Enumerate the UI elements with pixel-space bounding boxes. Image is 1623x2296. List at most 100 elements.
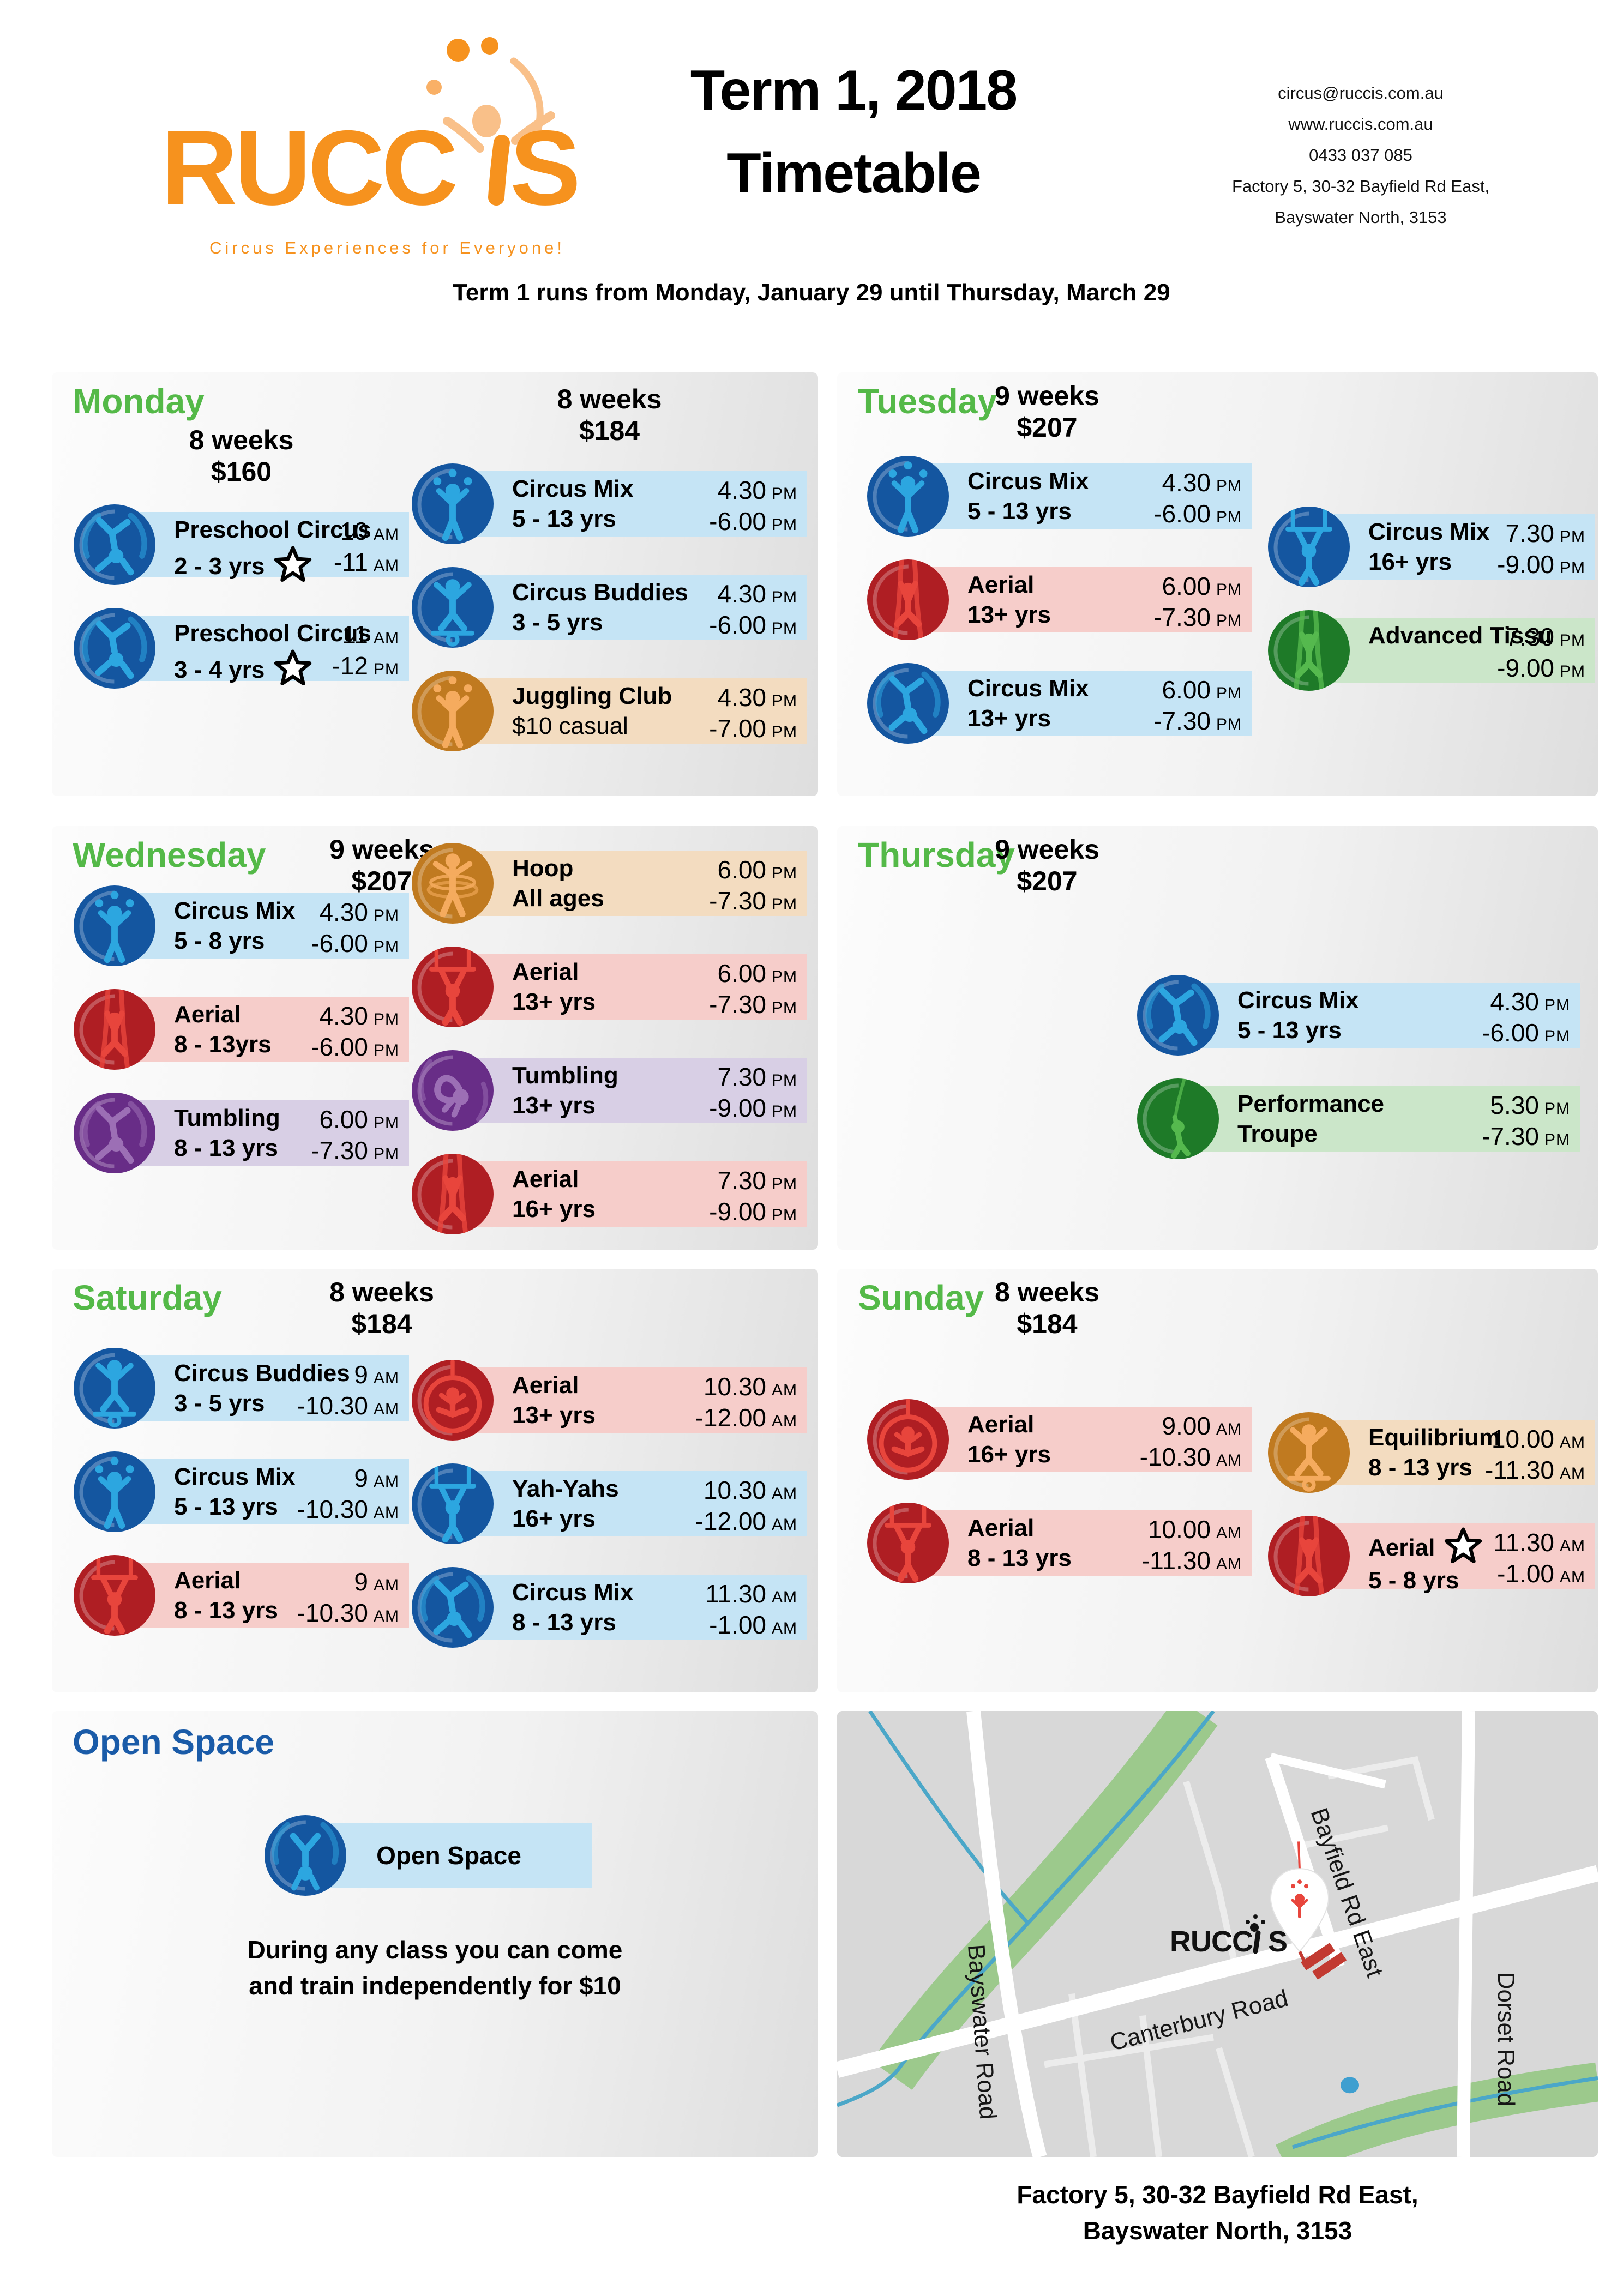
star-icon <box>273 648 312 688</box>
class-bar <box>453 1471 807 1536</box>
class-row: Circus Mix 5 - 13 yrs 4.30 PM -6.00 PM <box>412 463 807 545</box>
class-subtitle: Troupe <box>1237 1120 1318 1147</box>
class-title-line: Aerial <box>174 1565 278 1595</box>
time: -7.30 PM <box>1482 1122 1570 1150</box>
class-times: 9 AM -10.30 AM <box>297 1465 399 1527</box>
class-row: Hoop All ages 6.00 PM -7.30 PM <box>412 842 807 924</box>
time: 4.30 PM <box>319 1002 399 1030</box>
trapeze-icon <box>867 1503 949 1583</box>
class-title-line: Equilibrium <box>1368 1423 1500 1453</box>
class-bar <box>115 1100 409 1166</box>
class-subtitle-line: 8 - 13 yrs <box>174 1595 278 1625</box>
star-icon <box>273 545 312 584</box>
class-title: Aerial <box>512 1372 579 1399</box>
time: -10.30 AM <box>297 1495 399 1523</box>
class-subtitle-line: 3 - 5 yrs <box>512 607 688 637</box>
class-subtitle-line: 16+ yrs <box>1368 547 1490 577</box>
road-label-dorset: Dorset Road <box>1493 1972 1519 2106</box>
class-title-line: Yah-Yahs <box>512 1474 619 1504</box>
class-subtitle: 5 - 13 yrs <box>1237 1017 1342 1044</box>
class-title-line: Preschool Circus <box>174 515 371 545</box>
time: -6.00 PM <box>709 507 797 535</box>
class-bar <box>909 463 1252 529</box>
time: 6.00 PM <box>717 959 797 987</box>
class-row: Circus Buddies 3 - 5 yrs 4.30 PM -6.00 PM <box>412 567 807 648</box>
class-text: Hoop All ages <box>512 853 604 913</box>
class-subtitle-line: 16+ yrs <box>967 1439 1051 1469</box>
time: -6.00 PM <box>311 1033 399 1061</box>
time: 10.30 AM <box>703 1372 797 1401</box>
day-title: Thursday <box>858 835 1015 875</box>
class-title: Aerial <box>967 571 1035 598</box>
cartwheel-icon <box>74 504 155 585</box>
class-subtitle-line: 5 - 13 yrs <box>512 504 634 534</box>
class-bar <box>1309 1420 1595 1485</box>
class-title-line: Circus Mix <box>1237 985 1359 1015</box>
class-subtitle: 3 - 5 yrs <box>512 609 603 636</box>
class-row: Aerial 16+ yrs 9.00 AM -10.30 AM <box>867 1399 1252 1480</box>
rope-swing-icon <box>1137 1078 1219 1159</box>
session-header: 8 weeks $160 <box>116 424 367 487</box>
class-title-line: Aerial <box>967 1409 1051 1439</box>
class-title-line: Aerial <box>174 999 272 1029</box>
session-duration: 9 weeks <box>995 834 1099 865</box>
class-subtitle-line: 8 - 13yrs <box>174 1029 272 1059</box>
time: -10.30 AM <box>1139 1443 1242 1471</box>
svg-text:RUCC: RUCC <box>161 109 455 227</box>
class-column: Hoop All ages 6.00 PM -7.30 PM Aerial 13+ yrs 6.… <box>412 842 807 1257</box>
cartwheel-icon <box>1137 975 1219 1056</box>
class-subtitle-line: 5 - 8 yrs <box>174 926 296 956</box>
class-text: Aerial 16+ yrs <box>967 1409 1051 1469</box>
class-bar <box>115 1563 409 1628</box>
class-text: Aerial 13+ yrs <box>512 957 596 1017</box>
class-text: Circus Mix 5 - 8 yrs <box>174 896 296 956</box>
class-column: Equilibrium 8 - 13 yrs 10.00 AM -11.30 AM Aeri… <box>1268 1412 1595 1619</box>
class-text: Equilibrium 8 - 13 yrs <box>1368 1423 1500 1483</box>
time: -11.30 AM <box>1484 1456 1585 1484</box>
class-subtitle-line: 13+ yrs <box>512 987 596 1017</box>
class-text: Aerial 8 - 13 yrs <box>967 1513 1072 1573</box>
class-column: 8 weeks $184 Circus Mix 5 - 13 yrs 4.30 PM -6.… <box>412 383 807 774</box>
class-subtitle: 16+ yrs <box>512 1505 596 1532</box>
class-subtitle: 8 - 13 yrs <box>1368 1454 1472 1481</box>
class-subtitle: 13+ yrs <box>967 705 1051 732</box>
class-column: Circus Mix 5 - 8 yrs 4.30 PM -6.00 PM Aerial 8 … <box>74 885 409 1196</box>
class-text: Circus Mix 5 - 13 yrs <box>512 474 634 534</box>
class-title: Aerial <box>174 1567 241 1594</box>
class-subtitle: 16+ yrs <box>1368 549 1452 575</box>
class-subtitle: 2 - 3 yrs <box>174 553 265 580</box>
panel-open-space: Open Space Open Space During any class y… <box>52 1711 818 2157</box>
time: 11 AM <box>342 620 399 649</box>
time: 6.00 PM <box>1162 572 1242 600</box>
time: -9.00 PM <box>1497 550 1585 578</box>
class-title-line: Hoop <box>512 853 604 883</box>
class-bar <box>453 575 807 640</box>
class-subtitle-line: 13+ yrs <box>512 1400 596 1430</box>
open-space-bar <box>306 1823 592 1888</box>
time: 4.30 PM <box>319 898 399 926</box>
time: -6.00 PM <box>709 611 797 639</box>
time: 9 AM <box>354 1360 399 1389</box>
class-subtitle-line: 13+ yrs <box>967 703 1089 733</box>
time: -9.00 PM <box>1497 654 1585 682</box>
class-bar <box>453 1161 807 1227</box>
class-title: Circus Mix <box>174 897 296 924</box>
class-row: Equilibrium 8 - 13 yrs 10.00 AM -11.30 AM <box>1268 1412 1595 1493</box>
class-times: 10.00 AM -11.30 AM <box>1141 1516 1242 1578</box>
time: -7.30 PM <box>1153 707 1242 735</box>
class-row: Circus Buddies 3 - 5 yrs 9 AM -10.30 AM <box>74 1347 409 1429</box>
open-space-description: During any class you can come and train … <box>247 1936 623 2000</box>
session-price: $207 <box>351 866 412 896</box>
panel-monday: Monday 8 weeks $160 Preschool Circus 2 - 3 y… <box>52 372 818 796</box>
class-text: Preschool Circus 2 - 3 yrs <box>174 515 371 584</box>
class-text: Tumbling 13+ yrs <box>512 1060 618 1120</box>
time: 7.30 PM <box>1505 519 1585 547</box>
class-times: 6.00 PM -7.30 PM <box>709 960 797 1022</box>
class-title: Aerial <box>174 1001 241 1028</box>
class-text: Aerial 13+ yrs <box>512 1370 596 1430</box>
class-row: Circus Mix 5 - 13 yrs 4.30 PM -6.00 PM <box>867 455 1252 537</box>
class-text: Juggling Club $10 casual <box>512 681 672 741</box>
class-subtitle-line: 5 - 13 yrs <box>1237 1015 1359 1045</box>
balance-icon <box>74 1348 155 1429</box>
class-title-line: Preschool Circus <box>174 618 371 648</box>
